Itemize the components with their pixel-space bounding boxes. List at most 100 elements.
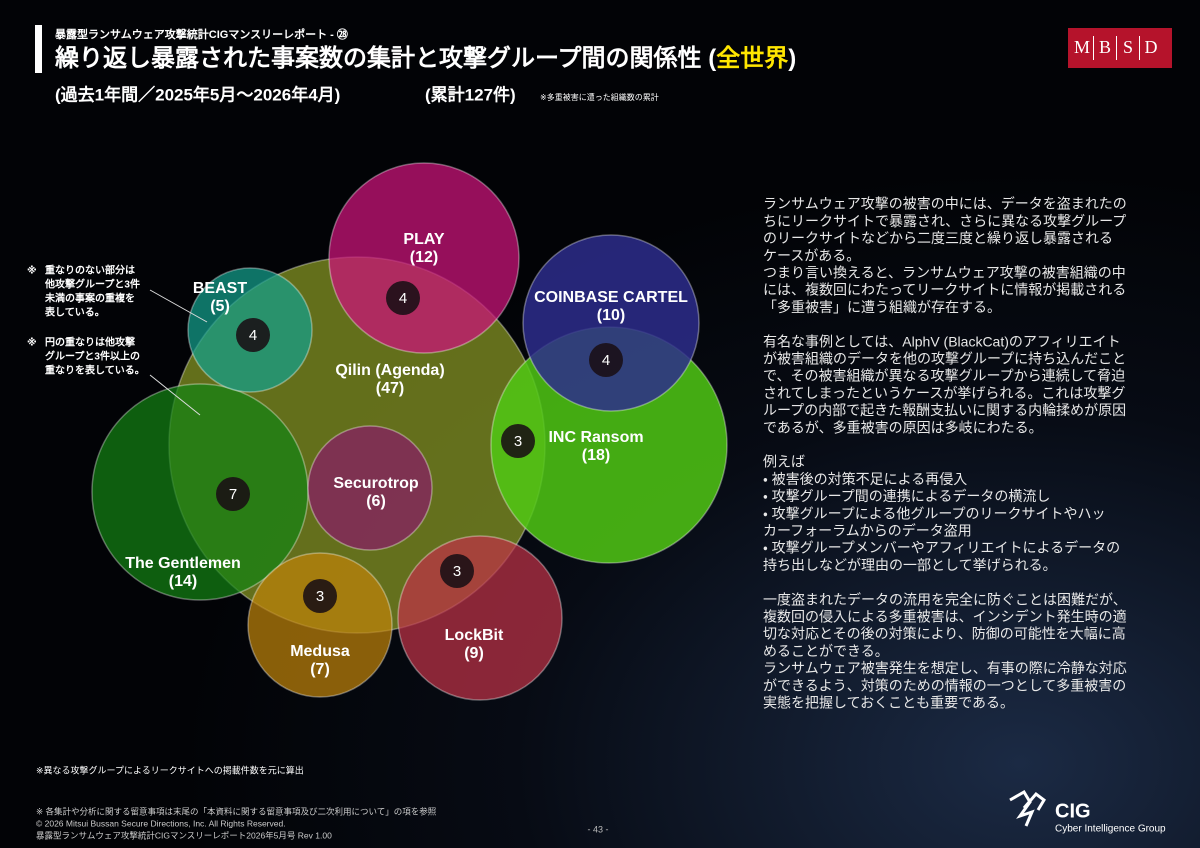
overlap-count: 3 [514, 433, 522, 450]
note-line: 未満の事案の重複を [44, 292, 135, 305]
group-name: COINBASE CARTEL [534, 289, 688, 306]
footer-line: ※ 各集計や分析に関する留意事項は末尾の「本資料に関する留意事項及び二次利用につ… [36, 806, 437, 816]
body-line: 実態を把握しておくことも重要である。 [763, 695, 1014, 711]
note-line: グループと3件以上の [45, 350, 140, 363]
group-name: Securotrop [333, 475, 419, 492]
group-name: Medusa [290, 643, 350, 660]
group-circle [91, 383, 309, 601]
group-circle [247, 552, 393, 698]
group-count: (10) [597, 307, 625, 324]
note-marker: ※ [27, 265, 37, 277]
body-line: ケースがある。 [763, 247, 860, 263]
title: 繰り返し暴露された事案数の集計と攻撃グループ間の関係性 (全世界) [55, 44, 796, 72]
body-line: ・ 攻撃グループによる他グループのリークサイトやハッ [763, 505, 1106, 521]
body-line: のリークサイトなどから二度三度と繰り返し暴露される [763, 230, 1113, 246]
body-line: めることができる。 [763, 643, 889, 659]
callout [149, 374, 201, 416]
overlap-badge [303, 579, 337, 613]
overlap-count: 4 [399, 290, 407, 307]
footer-line: © 2026 Mitsui Bussan Secure Directions, … [36, 818, 286, 828]
group-circle [397, 535, 563, 701]
body-line: ループの内部で起きた報酬支払いに関する内輪揉めが原因 [763, 402, 1126, 418]
group-count: (12) [410, 249, 438, 266]
note-line: 重なりのない部分は [45, 264, 135, 277]
body-line: ランサムウェア被害発生を想定し、有事の際に冷静な対応 [763, 660, 1127, 676]
group-name: Qilin (Agenda) [335, 362, 444, 379]
page-number: - 43 - [587, 824, 608, 834]
total-note: ※多重被害に遭った組織数の累計 [540, 92, 659, 102]
body-line: には、複数回にわたってリークサイトに情報が掲載される [763, 282, 1126, 298]
group-count: (14) [169, 573, 197, 590]
group-count: (9) [464, 645, 484, 662]
group-name: The Gentlemen [125, 555, 241, 572]
body-line: ・ 攻撃グループ間の連携によるデータの横流し [763, 488, 1050, 504]
body-line: で、その被害組織が異なる攻撃グループから連続して脅迫 [763, 368, 1125, 384]
overlap-badge [589, 343, 623, 377]
source-note: ※異なる攻撃グループによるリークサイトへの掲載件数を元に算出 [36, 764, 304, 775]
body-line: カーフォーラムからのデータ盗用 [763, 523, 972, 539]
body-line: 一度盗まれたデータの流用を完全に防ぐことは困難だが、 [763, 591, 1127, 607]
overlap-badge [501, 424, 535, 458]
note-line: 他攻撃グループと3件 [44, 278, 140, 291]
body-line: ・ 攻撃グループメンバーやアフィリエイトによるデータの [763, 540, 1120, 556]
group-count: (18) [582, 447, 610, 464]
footer: - 43 - CIG Cyber Intelligence Group ※ 各集… [36, 789, 1166, 840]
body-text: ランサムウェア攻撃の被害の中には、データを盗まれたのちにリークサイトで暴露され、… [763, 196, 1127, 711]
series-label: 暴露型ランサムウェア攻撃統計CIGマンスリーレポート - ㉘ [54, 27, 348, 41]
logo-letter: M [1074, 37, 1090, 57]
body-line: されてしまったというケースが挙げられる。これは攻撃グ [763, 385, 1125, 401]
body-line: 有名な事例としては、AlphV (BlackCat)のアフィリエイト [763, 333, 1121, 349]
body-line: であるが、多重被害の原因は多岐にわたる。 [763, 419, 1043, 435]
overlap-count: 4 [249, 327, 257, 344]
title-region: 全世界 [716, 45, 788, 72]
overlap-count: 3 [453, 563, 461, 580]
body-line: 切な対応とその後の対策により、防御の可能性を大幅に高 [763, 626, 1126, 642]
total: (累計127件) [425, 84, 516, 104]
note-line: 円の重なりは他攻撃 [45, 336, 135, 349]
title-text: 繰り返し暴露された事案数の集計と攻撃グループ間の関係性 ( [55, 44, 716, 72]
note-marker: ※ [27, 337, 37, 349]
brand-full: Cyber Intelligence Group [1055, 824, 1166, 835]
group-circle [522, 234, 700, 412]
body-line: ・ 被害後の対策不足による再侵入 [763, 471, 967, 487]
group-name: LockBit [445, 627, 504, 644]
group-count: (6) [366, 493, 386, 510]
title-text: ) [788, 45, 796, 72]
logo-box [1068, 28, 1172, 68]
body-line: ちにリークサイトで暴露され、さらに異なる攻撃グループ [763, 213, 1126, 229]
group-circle [307, 425, 433, 551]
brand-mark [1009, 789, 1046, 827]
note-line: 重なりを表している。 [45, 364, 145, 377]
overlap-badge [386, 281, 420, 315]
diagram: Qilin (Agenda)(47) The Gentlemen(14) INC R… [91, 162, 728, 701]
logo-letter: B [1099, 37, 1111, 57]
overlap-badge [216, 477, 250, 511]
body-line: つまり言い換えると、ランサムウェア攻撃の被害組織の中 [763, 265, 1126, 281]
title-bar [35, 25, 42, 73]
period: (過去1年間／2025年5月～2026年4月) [55, 84, 340, 104]
overlap-count: 3 [316, 588, 324, 605]
body-line: 例えば [763, 454, 805, 470]
overlap-badge [236, 318, 270, 352]
overlap-count: 4 [602, 352, 610, 369]
note-line: 表している。 [44, 306, 105, 319]
group-name: BEAST [193, 280, 247, 297]
body-line: が被害組織のデータを他の攻撃グループに持ち込んだこと [763, 351, 1126, 367]
body-line: ができるよう、対策のための情報の一つとして多重被害の [763, 677, 1126, 693]
body-line: 「多重被害」に遭う組織が存在する。 [763, 299, 1001, 315]
logo-letter: S [1123, 37, 1133, 57]
group-count: (47) [376, 380, 404, 397]
logo-letter: D [1145, 37, 1158, 57]
group-name: INC Ransom [548, 429, 643, 446]
group-circle [328, 162, 520, 354]
body-line: 複数回の侵入による多重被害は、インシデント発生時の適 [763, 609, 1127, 625]
body-line: 持ち出しなどが理由の一部として挙げられる。 [763, 557, 1057, 573]
overlap-badge [440, 554, 474, 588]
brand: CIG [1055, 800, 1091, 822]
group-count: (7) [310, 661, 330, 678]
callout [149, 289, 208, 323]
group-name: PLAY [403, 231, 445, 248]
